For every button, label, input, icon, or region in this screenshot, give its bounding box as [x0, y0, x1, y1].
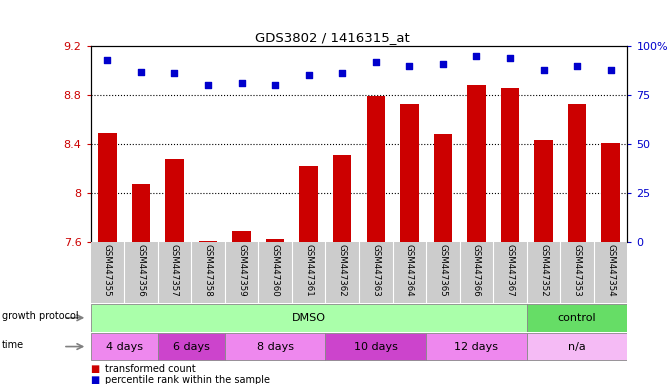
Point	[572, 63, 582, 69]
FancyBboxPatch shape	[91, 333, 158, 360]
Text: GSM447356: GSM447356	[136, 244, 146, 296]
FancyBboxPatch shape	[527, 333, 627, 360]
Bar	[601, 143, 620, 242]
Bar	[366, 96, 385, 242]
Point	[538, 66, 549, 73]
Bar	[467, 85, 486, 242]
Text: n/a: n/a	[568, 341, 586, 352]
FancyBboxPatch shape	[426, 333, 527, 360]
Point	[471, 53, 482, 59]
Text: GSM447359: GSM447359	[237, 244, 246, 296]
Text: 4 days: 4 days	[105, 341, 143, 352]
Text: 12 days: 12 days	[454, 341, 499, 352]
Bar	[333, 155, 352, 242]
Point	[102, 57, 113, 63]
Text: percentile rank within the sample: percentile rank within the sample	[105, 375, 270, 384]
FancyBboxPatch shape	[158, 333, 225, 360]
Point	[203, 82, 213, 88]
Point	[505, 55, 515, 61]
FancyBboxPatch shape	[527, 304, 627, 331]
Point	[270, 82, 280, 88]
Point	[605, 66, 616, 73]
Bar	[568, 104, 586, 242]
Text: ■: ■	[91, 364, 100, 374]
Text: control: control	[558, 313, 597, 323]
Text: GSM447361: GSM447361	[304, 244, 313, 296]
Point	[437, 61, 448, 67]
Text: time: time	[2, 339, 24, 350]
Text: GSM447355: GSM447355	[103, 244, 112, 296]
Bar	[433, 134, 452, 242]
Point	[169, 70, 180, 76]
Text: GDS3802 / 1416315_at: GDS3802 / 1416315_at	[255, 31, 409, 44]
Text: GSM447362: GSM447362	[338, 244, 347, 296]
Text: GSM447363: GSM447363	[371, 244, 380, 296]
Text: GSM447354: GSM447354	[606, 244, 615, 296]
Point	[337, 70, 348, 76]
Text: GSM447367: GSM447367	[505, 244, 515, 296]
Bar	[165, 159, 184, 242]
Text: GSM447366: GSM447366	[472, 244, 481, 296]
Text: DMSO: DMSO	[292, 313, 325, 323]
Bar	[132, 184, 150, 242]
Text: GSM447360: GSM447360	[270, 244, 280, 296]
Text: 10 days: 10 days	[354, 341, 398, 352]
Text: transformed count: transformed count	[105, 364, 196, 374]
Text: GSM447352: GSM447352	[539, 244, 548, 296]
Text: GSM447353: GSM447353	[572, 244, 582, 296]
Point	[370, 59, 381, 65]
Text: GSM447357: GSM447357	[170, 244, 179, 296]
Text: GSM447358: GSM447358	[203, 244, 213, 296]
Point	[303, 73, 314, 79]
Text: GSM447365: GSM447365	[438, 244, 448, 296]
Bar	[299, 166, 318, 242]
Bar	[534, 140, 553, 242]
Point	[404, 63, 415, 69]
Text: growth protocol: growth protocol	[2, 311, 79, 321]
FancyBboxPatch shape	[325, 333, 426, 360]
Bar	[232, 231, 251, 242]
Point	[136, 68, 146, 74]
Text: 8 days: 8 days	[256, 341, 294, 352]
FancyBboxPatch shape	[91, 304, 527, 331]
Bar	[501, 88, 519, 242]
Bar	[98, 133, 117, 242]
FancyBboxPatch shape	[225, 333, 325, 360]
Text: GSM447364: GSM447364	[405, 244, 414, 296]
Bar	[400, 104, 419, 242]
Bar	[199, 241, 217, 242]
Bar	[266, 240, 285, 242]
Text: ■: ■	[91, 375, 100, 384]
Point	[236, 80, 247, 86]
Text: 6 days: 6 days	[173, 341, 209, 352]
